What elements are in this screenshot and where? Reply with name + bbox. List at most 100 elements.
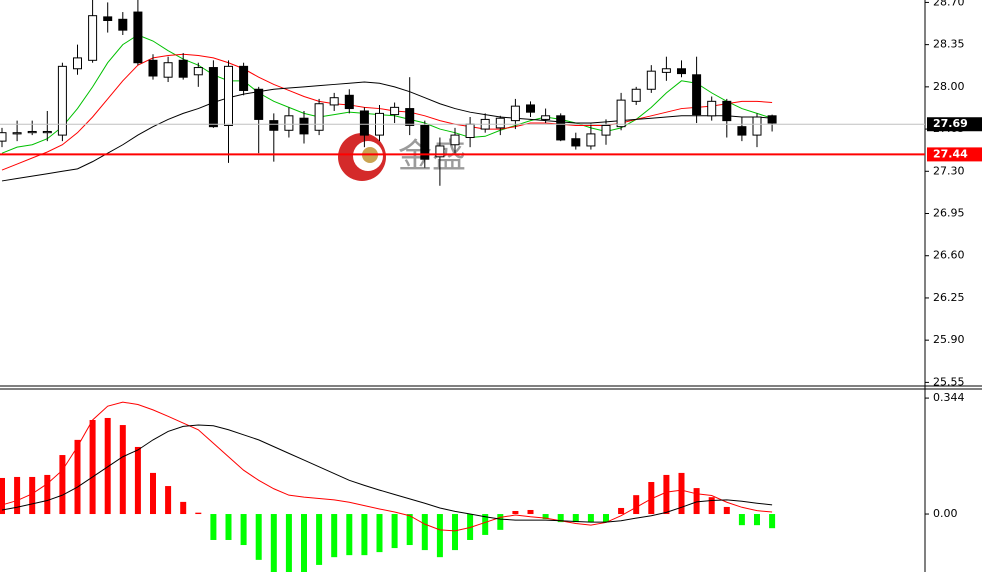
histogram-bar — [74, 439, 81, 515]
candle-body — [284, 115, 294, 131]
histogram-bar — [331, 514, 338, 558]
candle-body — [677, 68, 686, 75]
candle-body — [299, 117, 309, 135]
histogram-bar — [648, 482, 655, 515]
histogram-bar — [557, 514, 564, 523]
candle-body — [178, 59, 188, 78]
histogram-bar — [452, 514, 458, 551]
y-tick-label: 28.35 — [933, 38, 965, 51]
histogram-bar — [104, 417, 111, 515]
histogram-bar — [29, 476, 36, 515]
candle-body — [405, 108, 415, 126]
price-level-label: 27.69 — [933, 117, 968, 130]
y-tick-label: 26.60 — [933, 249, 965, 262]
histogram-bar — [769, 514, 776, 529]
histogram-bar — [0, 477, 5, 515]
histogram-bar — [301, 514, 307, 572]
candle-body — [722, 100, 732, 122]
histogram-bar — [285, 514, 292, 572]
candle-body — [193, 67, 203, 76]
candle-body — [224, 65, 233, 126]
histogram-bar — [603, 514, 609, 523]
y-tick-label: 25.55 — [933, 375, 965, 388]
price-level-box — [927, 117, 982, 132]
candle-body — [707, 100, 717, 117]
candle-body — [450, 134, 460, 146]
candle-body — [73, 57, 82, 70]
histogram-bar — [361, 514, 368, 556]
candle-body — [752, 116, 762, 136]
y-tick-label: 25.90 — [933, 333, 965, 346]
histogram-bar — [240, 514, 247, 546]
candle-body — [148, 59, 158, 77]
candle-body — [0, 132, 7, 142]
histogram-bar — [542, 514, 549, 520]
line-series — [1, 53, 773, 171]
histogram-bar — [195, 512, 202, 515]
candle-body — [208, 67, 218, 128]
candle-body — [631, 88, 641, 102]
candle-body — [571, 138, 581, 147]
y-tick-label: 27.30 — [933, 164, 965, 177]
histogram-bar — [180, 501, 187, 515]
candle-body — [12, 132, 22, 135]
candle-body — [390, 106, 400, 116]
candle-body — [586, 133, 596, 147]
candle-body — [510, 105, 520, 122]
histogram-bar — [436, 514, 443, 558]
candle-body — [269, 120, 279, 131]
histogram-bar — [270, 514, 277, 572]
histogram-bar — [678, 472, 685, 515]
candle-body — [57, 65, 67, 136]
histogram-bar — [663, 474, 670, 515]
histogram-bar — [59, 455, 66, 515]
candle-body — [541, 115, 551, 120]
candle-body — [767, 115, 777, 124]
candle-body — [42, 130, 52, 134]
price-level-label: 27.44 — [933, 147, 968, 160]
y-tick-label: 28.00 — [933, 80, 965, 93]
histogram-bar — [708, 497, 715, 515]
candle-body — [239, 65, 249, 91]
y-tick-label: 28.70 — [933, 0, 965, 8]
line-series — [1, 424, 773, 523]
candle-body — [314, 103, 324, 131]
candle-body — [616, 99, 626, 128]
histogram-bar — [406, 514, 413, 546]
candle-body — [103, 16, 113, 22]
candle-body — [27, 130, 37, 134]
y-tick-label: 0.00 — [933, 507, 958, 520]
candle-body — [344, 94, 354, 110]
histogram-bar — [165, 486, 172, 515]
line-series — [1, 81, 773, 182]
y-tick-label: 26.95 — [933, 207, 965, 220]
histogram-bar — [497, 514, 504, 530]
price-level-box — [927, 147, 982, 162]
histogram-bar — [482, 514, 489, 535]
histogram-bar — [225, 514, 232, 540]
histogram-bar — [512, 510, 519, 515]
y-tick-label: 0.344 — [933, 391, 965, 404]
line-series — [1, 401, 773, 532]
histogram-bar — [316, 514, 323, 565]
candle-body — [359, 110, 369, 136]
histogram-bar — [527, 509, 534, 515]
histogram-bar — [134, 446, 141, 515]
candle-body — [692, 74, 702, 116]
histogram-bar — [255, 514, 262, 560]
histogram-bar — [14, 476, 21, 515]
histogram-bar — [693, 488, 700, 515]
histogram-bar — [376, 514, 383, 553]
histogram-bar — [633, 495, 640, 515]
histogram-bar — [150, 472, 156, 515]
histogram-bar — [421, 514, 428, 551]
watermark-logo — [338, 133, 386, 181]
histogram-bar — [754, 514, 760, 526]
histogram-bar — [210, 514, 217, 540]
candle-body — [495, 117, 505, 129]
candle-body — [329, 97, 339, 106]
histogram-bar — [391, 514, 398, 549]
histogram-bar — [89, 419, 96, 515]
histogram-bar — [723, 506, 730, 515]
